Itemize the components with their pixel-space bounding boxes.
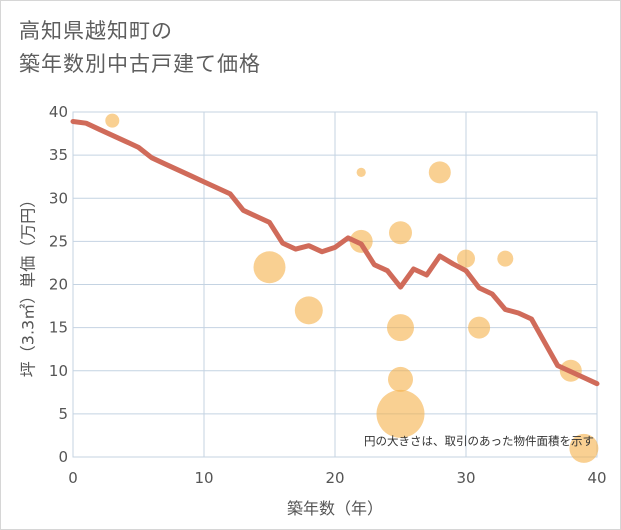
y-tick-label-20: 20	[49, 276, 68, 294]
chart-title-line-2: 築年数別中古戸建て価格	[19, 52, 261, 76]
bubble-3	[356, 167, 366, 177]
bubble-10	[457, 249, 475, 268]
x-tick-label-30: 30	[456, 469, 475, 487]
y-tick-label-25: 25	[49, 232, 68, 250]
x-tick-label-0: 0	[68, 469, 78, 487]
x-tick-label-40: 40	[587, 469, 606, 487]
bubble-9	[428, 161, 451, 184]
y-tick-label-40: 40	[49, 103, 68, 121]
bubble-8	[376, 389, 425, 438]
plot-area-border	[72, 111, 598, 458]
axis-ticks: 0 10 20 30 40 0 5 10 15 20 25 30 35 40	[49, 103, 607, 487]
y-tick-label-0: 0	[58, 448, 68, 466]
bubble-6	[387, 314, 414, 342]
chart-title: 高知県越知町の 築年数別中古戸建て価格	[19, 15, 261, 81]
bubble-14	[569, 433, 599, 463]
bubble-11	[468, 316, 491, 339]
y-tick-label-35: 35	[49, 146, 68, 164]
x-tick-label-20: 20	[325, 469, 344, 487]
y-tick-label-5: 5	[58, 405, 68, 423]
x-tick-label-10: 10	[194, 469, 213, 487]
chart-title-line-1: 高知県越知町の	[19, 19, 173, 43]
grid	[73, 112, 597, 457]
bubble-5	[389, 221, 412, 245]
y-tick-label-30: 30	[49, 189, 68, 207]
x-axis-label: 築年数（年）	[287, 499, 383, 518]
bubble-0	[105, 113, 120, 128]
bubble-12	[497, 250, 514, 267]
y-tick-label-15: 15	[49, 319, 68, 337]
bubble-1	[253, 251, 286, 284]
bubble-2	[294, 296, 323, 325]
y-axis-label: 坪（3.3㎡）単価（万円）	[19, 192, 38, 377]
bubble-series	[105, 113, 599, 463]
bubble-7	[388, 366, 413, 392]
trend-line	[70, 119, 600, 387]
y-tick-label-10: 10	[49, 362, 68, 380]
size-note: 円の大きさは、取引のあった物件面積を示す	[364, 434, 594, 448]
